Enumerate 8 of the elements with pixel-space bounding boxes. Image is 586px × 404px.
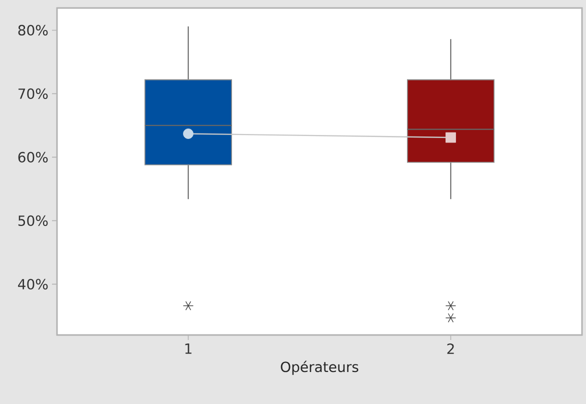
x-axis-title: Opérateurs [280,360,358,375]
x-tick-label: 1 [185,344,192,354]
x-tick-label: 2 [447,344,454,354]
y-tick-label: 40% [18,278,48,290]
y-tick-label: 50% [18,215,48,226]
y-tick-label: 80% [18,24,48,36]
y-tick-label: 60% [18,152,48,163]
y-tick-label: 70% [18,88,48,100]
